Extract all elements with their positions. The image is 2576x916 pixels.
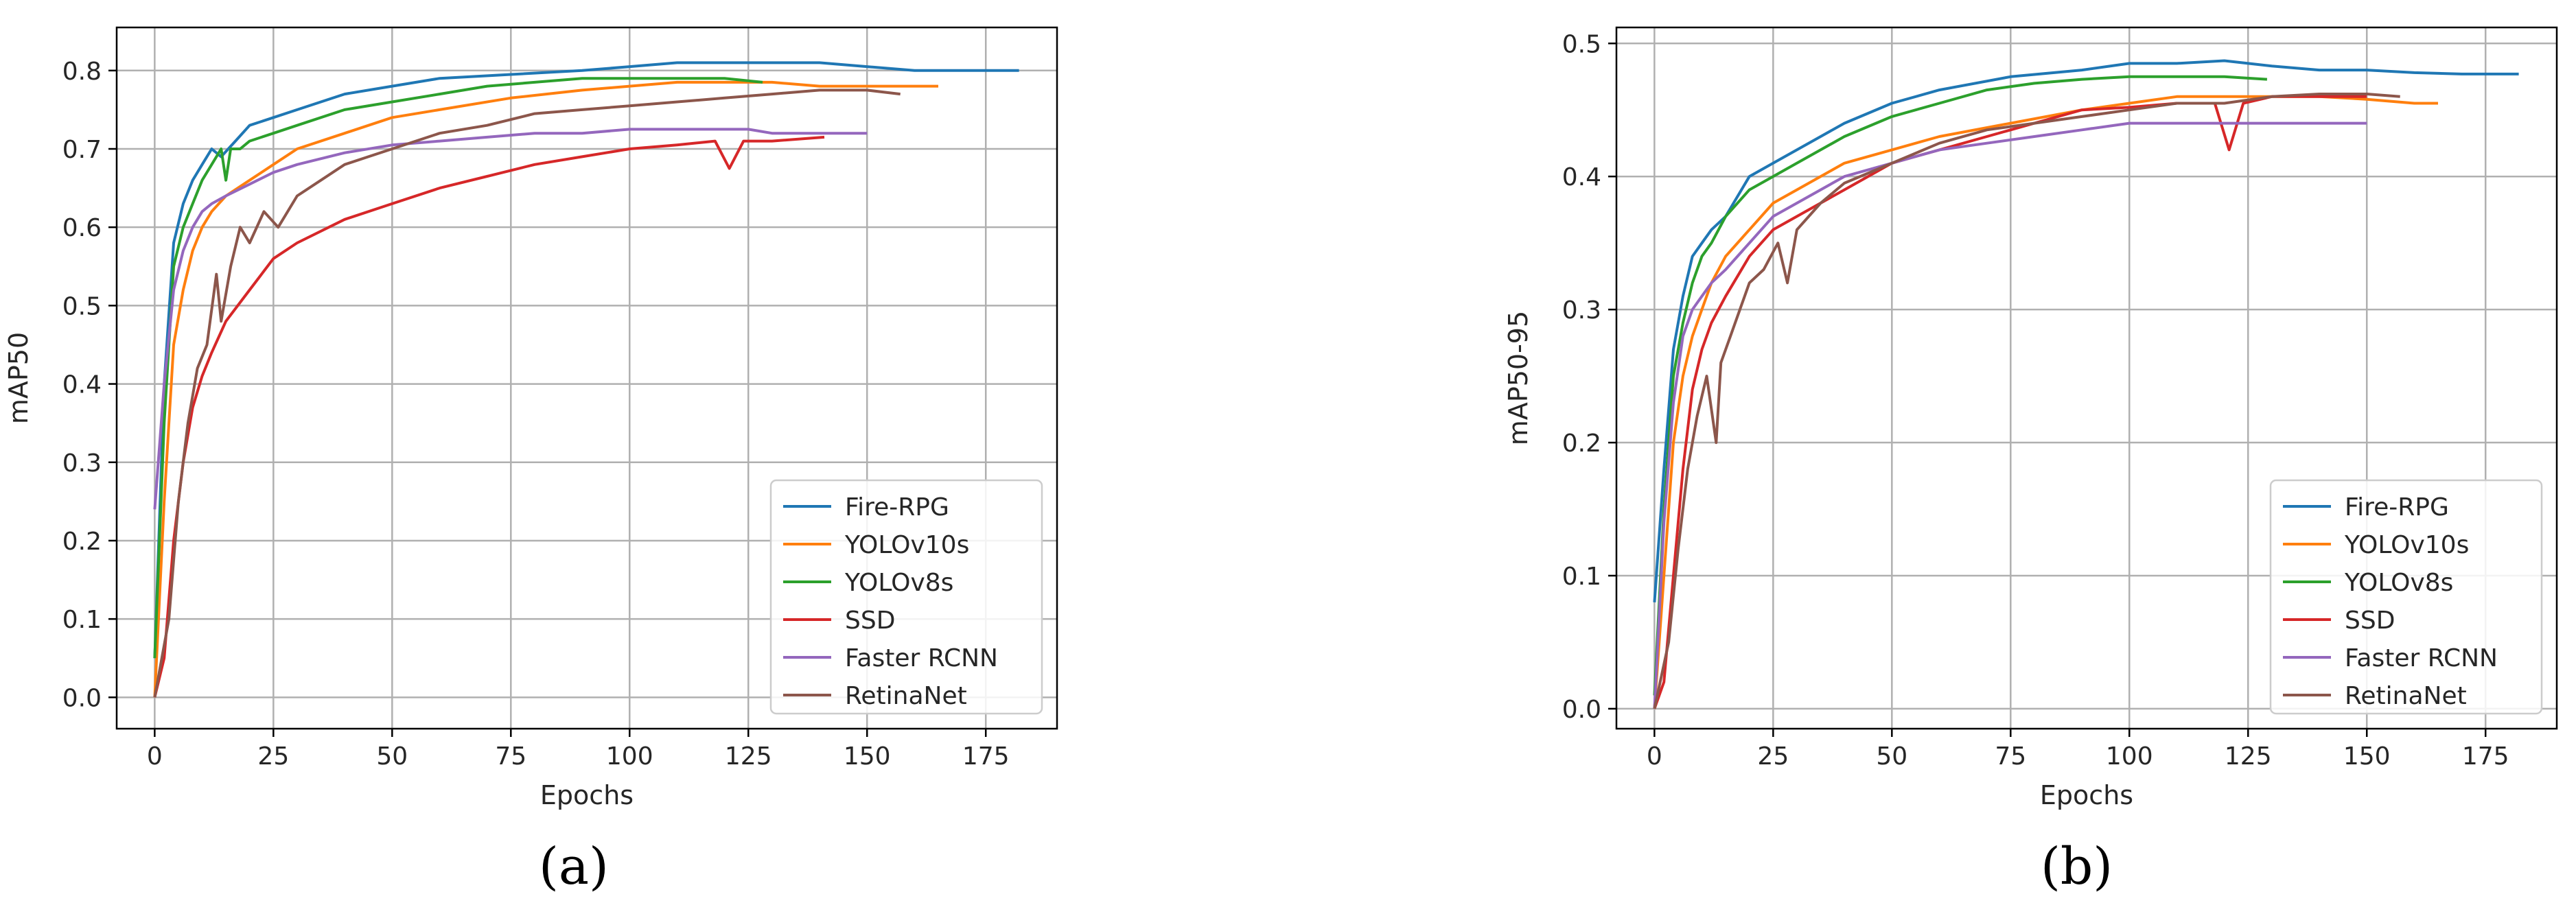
series-line-retinanet	[1653, 93, 2400, 709]
x-tick-label: 150	[2343, 742, 2391, 771]
legend-label: SSD	[2345, 607, 2395, 635]
plot-frame	[1615, 26, 2558, 730]
legend-label: Faster RCNN	[845, 644, 998, 672]
x-tick-label: 25	[1757, 742, 1789, 771]
series-line-faster-rcnn	[153, 128, 868, 510]
series-line-retinanet	[153, 89, 901, 698]
x-axis-label: Epochs	[540, 780, 634, 810]
legend-label: YOLOv8s	[844, 569, 953, 597]
y-tick-label: 0.4	[1562, 163, 1601, 191]
y-tick-label: 0.0	[1562, 696, 1601, 724]
legend-label: RetinaNet	[2345, 682, 2467, 710]
x-tick-label: 25	[257, 742, 289, 771]
plot-frame	[115, 26, 1058, 730]
series-line-fire-rpg	[153, 61, 1019, 659]
y-tick-label: 0.1	[62, 606, 102, 634]
series-line-fire-rpg	[1653, 59, 2519, 602]
series-line-yolov8s	[153, 77, 763, 659]
y-tick-label: 0.7	[62, 136, 102, 164]
legend-label: YOLOv10s	[844, 531, 969, 559]
x-tick-label: 175	[962, 742, 1010, 771]
series-line-yolov8s	[1653, 75, 2268, 696]
x-tick-label: 125	[725, 742, 772, 771]
x-tick-label: 0	[1647, 742, 1662, 771]
legend: Fire-RPG YOLOv10s YOLOv8s SSD Faster RCNN Ret…	[769, 479, 1043, 715]
y-tick-label: 0.4	[62, 371, 102, 399]
y-tick-label: 0.3	[1562, 296, 1601, 325]
y-tick-label: 0.8	[62, 58, 102, 86]
y-tick-label: 0.0	[62, 684, 102, 712]
legend-box	[2269, 479, 2543, 715]
x-axis-label: Epochs	[2040, 780, 2133, 810]
y-tick-label: 0.2	[1562, 430, 1601, 458]
panel-caption-a: (a)	[539, 837, 609, 896]
series-line-yolov10s	[153, 80, 938, 698]
y-tick-label: 0.5	[62, 292, 102, 320]
x-tick-label: 100	[2106, 742, 2153, 771]
legend-label: Fire-RPG	[845, 493, 949, 521]
legend-label: RetinaNet	[845, 682, 967, 710]
y-tick-label: 0.3	[62, 449, 102, 478]
chart-panel-b: 0 25 50 75 100 125 150 175 0.0 0.1 0.2 0.3 0.4 0.5 Epo…	[1503, 26, 2558, 810]
chart-panel-a: 0 25 50 75 100 125 150 175 0.0 0.1 0.2 0.3 0.4 0.5 0.6…	[3, 26, 1058, 810]
x-tick-label: 100	[606, 742, 653, 771]
legend-label: YOLOv10s	[2344, 531, 2469, 559]
series-line-faster-rcnn	[1653, 121, 2367, 709]
x-tick-label: 75	[1995, 742, 2026, 771]
series-line-ssd	[153, 135, 825, 698]
x-tick-label: 150	[844, 742, 891, 771]
x-tick-label: 75	[495, 742, 526, 771]
x-tick-label: 50	[1876, 742, 1907, 771]
x-tick-label: 50	[376, 742, 408, 771]
y-tick-label: 0.2	[62, 528, 102, 556]
y-tick-label: 0.6	[62, 214, 102, 242]
legend: Fire-RPG YOLOv10s YOLOv8s SSD Faster RCNN Ret…	[2269, 479, 2543, 715]
legend-label: SSD	[845, 607, 895, 635]
panel-caption-b: (b)	[2041, 837, 2113, 896]
legend-label: Faster RCNN	[2345, 644, 2498, 672]
y-tick-label: 0.1	[1562, 563, 1601, 591]
legend-label: Fire-RPG	[2345, 493, 2449, 521]
x-tick-label: 175	[2462, 742, 2509, 771]
legend-box	[769, 479, 1043, 715]
y-axis-label: mAP50-95	[1503, 311, 1533, 445]
legend-label: YOLOv8s	[2344, 569, 2453, 597]
x-tick-label: 0	[147, 742, 163, 771]
x-tick-label: 125	[2225, 742, 2272, 771]
y-tick-label: 0.5	[1562, 30, 1601, 58]
y-axis-label: mAP50	[3, 332, 34, 424]
